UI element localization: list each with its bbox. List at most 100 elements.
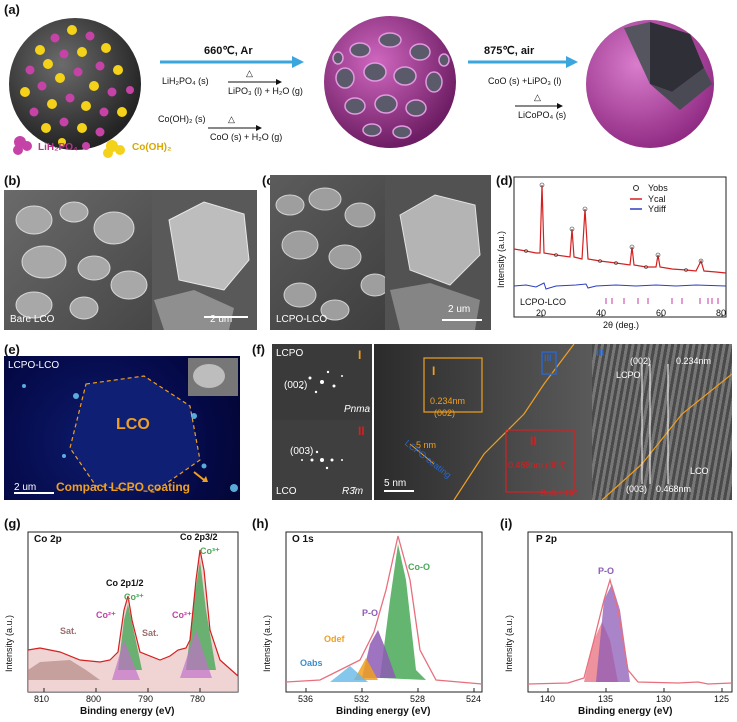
xps-co-tick-810: 810 xyxy=(34,694,50,704)
co2p32-label: Co 2p3/2 xyxy=(180,532,218,542)
zoom-lco-label: LCO xyxy=(690,466,709,476)
reaction2-left: Co(OH)₂ (s) xyxy=(158,114,206,124)
reaction2-right: CoO (s) + H₂O (g) xyxy=(210,132,283,142)
panel-label-g: (g) xyxy=(4,516,21,531)
bare-lco-scale: 2 um xyxy=(210,314,233,325)
legend-coh2: Co(OH)₂ xyxy=(132,142,172,153)
sem-image-bare-lco xyxy=(4,190,257,330)
hrtem-roman-2: II xyxy=(530,434,537,448)
hrtem-zoom xyxy=(592,344,732,500)
map-coating-label: Compact LCPO coating xyxy=(56,480,191,494)
oabs-label: Oabs xyxy=(300,658,323,668)
xrd-tick-80: 80 xyxy=(716,308,727,318)
fft-lco xyxy=(272,420,372,500)
reaction1-right: LiPO₃ (l) + H₂O (g) xyxy=(228,86,303,96)
fft-lcpo xyxy=(272,344,372,420)
fft-pnma: Pnma xyxy=(344,404,371,415)
panel-label-d: (d) xyxy=(496,173,513,188)
map-core-label: LCO xyxy=(116,416,150,433)
sat-label-1: Sat. xyxy=(60,626,77,636)
coo-label: Co-O xyxy=(408,562,430,572)
delta-3: △ xyxy=(534,92,541,102)
delta-2: △ xyxy=(228,114,235,124)
zoom-d2: 0.468nm xyxy=(656,484,692,494)
xrd-xlabel: 2θ (deg.) xyxy=(603,320,640,330)
xps-o-title: O 1s xyxy=(292,534,314,545)
legend-lih2po4: LiH₂PO₄ xyxy=(38,142,78,153)
xps-co2p xyxy=(27,531,239,693)
co2p12-label: Co 2p1/2 xyxy=(106,578,144,588)
hrtem-d2: 0.468nm (003) xyxy=(508,460,567,470)
xrd-tick-20: 20 xyxy=(536,308,547,318)
synthesis-scheme xyxy=(9,16,714,158)
xrd-ylabel: Intensity (a.u.) xyxy=(496,230,506,288)
co2-label-12: Co²⁺ xyxy=(96,610,116,620)
reaction1-left: LiH₂PO₄ (s) xyxy=(162,76,209,86)
hrtem-d1: 0.234nm xyxy=(430,396,466,406)
hrtem-interface xyxy=(374,344,592,500)
xps-p2p xyxy=(527,531,733,693)
xps-p-tick-130: 130 xyxy=(656,694,672,704)
co3-label-32: Co³⁺ xyxy=(200,546,220,556)
fft-roman-1: I xyxy=(358,348,362,362)
element-map-image xyxy=(4,356,240,500)
xps-p-ylabel: Intensity (a.u.) xyxy=(504,614,514,672)
step1-condition: 660℃, Ar xyxy=(204,45,253,57)
xps-o1s xyxy=(285,531,483,693)
map-scale: 2 um xyxy=(14,482,37,493)
precursor-sphere xyxy=(9,18,141,150)
panel-label-h: (h) xyxy=(252,516,269,531)
panel-label-e: (e) xyxy=(4,342,20,357)
zoom-d1: 0.234nm xyxy=(676,356,712,366)
hrtem-scale: 5 nm xyxy=(384,478,407,489)
xrd-phase-label: LCPO-LCO xyxy=(520,297,567,307)
xps-o-xlabel: Binding energy (eV) xyxy=(336,706,431,717)
panel-label-b: (b) xyxy=(4,173,21,188)
co3-label-12: Co³⁺ xyxy=(124,592,144,602)
fft-r3m: R3̄m xyxy=(342,486,364,497)
xps-co-tick-790: 790 xyxy=(138,694,154,704)
xps-co-title: Co 2p xyxy=(34,534,62,545)
xps-o-tick-532: 532 xyxy=(354,694,370,704)
legend-ydiff: Ydiff xyxy=(648,204,666,214)
zoom-lcpo-label: LCPO xyxy=(616,370,641,380)
reaction3-right: LiCoPO₄ (s) xyxy=(518,110,567,120)
lcpo-lco-scale: 2 um xyxy=(448,304,471,315)
hrtem-roman-1: I xyxy=(432,364,436,378)
fft-roman-2: II xyxy=(358,424,365,438)
legend-ycal: Ycal xyxy=(648,194,666,204)
sat-label-2: Sat. xyxy=(142,628,159,638)
fft-plane-002: (002) xyxy=(284,380,308,391)
xps-o-ylabel: Intensity (a.u.) xyxy=(262,614,272,672)
xps-p-tick-140: 140 xyxy=(540,694,556,704)
xps-o-tick-536: 536 xyxy=(298,694,314,704)
step2-condition: 875℃, air xyxy=(484,45,535,57)
sem-image-lcpo-lco xyxy=(270,175,491,330)
hrtem-thickness: 5 nm xyxy=(416,440,437,450)
fft-lco-label: LCO xyxy=(276,486,297,497)
po-label-p: P-O xyxy=(598,566,615,576)
xps-co-ylabel: Intensity (a.u.) xyxy=(4,614,14,672)
panel-label-a: (a) xyxy=(4,2,20,17)
zoom-roman-3: III xyxy=(596,348,605,359)
po-label-o: P-O xyxy=(362,608,379,618)
fft-plane-003: (003) xyxy=(290,446,314,457)
co2-label-32: Co²⁺ xyxy=(172,610,192,620)
xps-p-tick-135: 135 xyxy=(598,694,614,704)
zoom-plane-002: (002) xyxy=(630,356,652,366)
xrd-tick-60: 60 xyxy=(656,308,667,318)
xps-p-title: P 2p xyxy=(536,534,557,545)
xps-p-xlabel: Binding energy (eV) xyxy=(578,706,673,717)
hrtem-d1-plane: (002) xyxy=(434,408,456,418)
zoom-plane-003: (003) xyxy=(626,484,648,494)
odef-label: Odef xyxy=(324,634,345,644)
lcpo-lco-label: LCPO-LCO xyxy=(276,314,328,325)
hrtem-bulk-label: Bulk LCO xyxy=(540,488,579,498)
xps-co-tick-780: 780 xyxy=(190,694,206,704)
xrd-tick-40: 40 xyxy=(596,308,607,318)
xps-co-xlabel: Binding energy (eV) xyxy=(80,706,175,717)
xps-o-tick-528: 528 xyxy=(410,694,426,704)
panel-label-i: (i) xyxy=(500,516,513,531)
delta-1: △ xyxy=(246,68,253,78)
xrd-pattern xyxy=(513,176,727,318)
